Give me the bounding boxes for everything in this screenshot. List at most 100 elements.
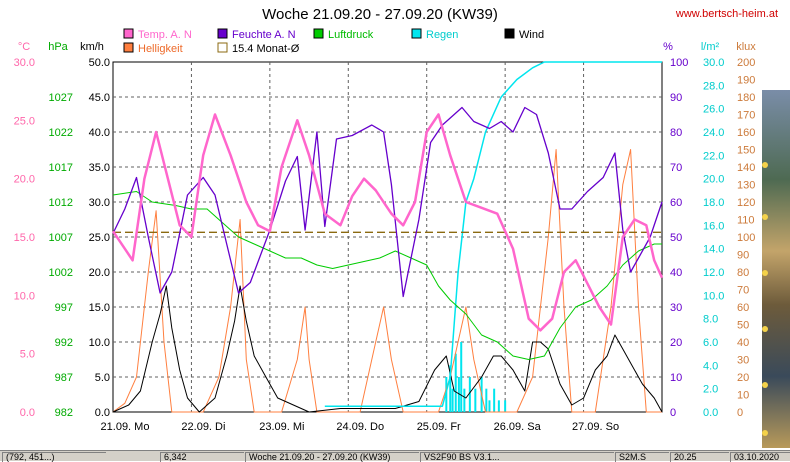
axis-tick-label: 25.0 [14, 115, 35, 127]
rain-bar [454, 353, 457, 412]
axis-tick-label: 15.0 [89, 302, 110, 314]
axis-tick-label: 10 [737, 390, 749, 402]
legend-label: Wind [519, 29, 544, 41]
axis-tick-label: 190 [737, 75, 755, 87]
legend-label: Helligkeit [138, 43, 183, 55]
axis-tick-label: 30.0 [89, 197, 110, 209]
axis-tick-label: 60 [670, 197, 682, 209]
axis-tick-label: 1027 [49, 92, 73, 104]
axis-tick-label: 100 [670, 57, 688, 69]
axis-unit-label: °C [18, 41, 30, 53]
axis-tick-label: 90 [737, 250, 749, 262]
axis-tick-label: 20.0 [14, 174, 35, 186]
status-bar: (792, 451...) 6,342 Woche 21.09.20 - 27.… [0, 450, 790, 462]
axis-tick-label: 0.0 [95, 407, 110, 419]
rain-bar [504, 400, 507, 412]
side-photo-strip [762, 90, 790, 448]
status-cell: Woche 21.09.20 - 27.09.20 (KW39) [245, 452, 419, 462]
axis-tick-label: 160 [737, 127, 755, 139]
chart-title: Woche 21.09.20 - 27.09.20 (KW39) [262, 6, 498, 23]
axis-tick-label: 24.0 [703, 127, 724, 139]
series-line-luftdruck [112, 191, 662, 360]
rain-bar [451, 388, 454, 412]
axis-tick-label: 997 [55, 302, 73, 314]
legend-swatch [217, 28, 228, 39]
axis-unit-label: % [663, 41, 673, 53]
axis-tick-label: 30.0 [14, 57, 35, 69]
axis-tick-label: 20 [670, 337, 682, 349]
legend-label: 15.4 Monat-Ø [232, 43, 300, 55]
axis-tick-label: 10.0 [703, 290, 724, 302]
rain-bar [457, 377, 460, 412]
axis-tick-label: 28.0 [703, 80, 724, 92]
legend-label: Feuchte A. N [232, 29, 296, 41]
axis-tick-label: 15.0 [14, 232, 35, 244]
axis-tick-label: 10.0 [14, 290, 35, 302]
status-cell: S2M.S [615, 452, 669, 462]
axis-unit-label: klux [736, 41, 756, 53]
axis-tick-label: 1012 [49, 197, 73, 209]
series-line-temp-a-n [111, 113, 664, 332]
status-cell: 6,342 [160, 452, 244, 462]
plot-area [112, 61, 663, 413]
axis-tick-label: 130 [737, 180, 755, 192]
axis-tick-label: 150 [737, 145, 755, 157]
axis-tick-label: 110 [737, 215, 755, 227]
axis-tick-label: 16.0 [703, 220, 724, 232]
axis-tick-label: 40 [670, 267, 682, 279]
axis-tick-label: 50 [737, 320, 749, 332]
x-tick-label: 24.09. Do [336, 421, 384, 433]
axis-tick-label: 10.0 [89, 337, 110, 349]
rain-bar [449, 365, 452, 412]
rain-bar [468, 377, 471, 412]
x-tick-label: 23.09. Mi [259, 421, 304, 433]
series-line-regen [324, 61, 662, 407]
axis-tick-label: 140 [737, 162, 755, 174]
x-tick-label: 27.09. So [572, 421, 619, 433]
legend-label: Temp. A. N [138, 29, 192, 41]
axis-tick-label: 50 [670, 232, 682, 244]
axis-tick-label: 40 [737, 337, 749, 349]
watermark-url[interactable]: www.bertsch-heim.at [675, 8, 778, 20]
axis-tick-label: 992 [55, 337, 73, 349]
legend-swatch [411, 28, 422, 39]
x-tick-label: 22.09. Di [181, 421, 225, 433]
axis-tick-label: 30 [737, 355, 749, 367]
axis-tick-label: 5.0 [20, 349, 35, 361]
axis-tick-label: 1002 [49, 267, 73, 279]
rain-bar [493, 388, 496, 412]
axis-tick-label: 1007 [49, 232, 73, 244]
legend-swatch [217, 42, 228, 53]
axis-tick-label: 4.0 [703, 360, 718, 372]
status-cell: (792, 451...) [2, 452, 106, 462]
axis-tick-label: 987 [55, 372, 73, 384]
axis-tick-label: 50.0 [89, 57, 110, 69]
axis-tick-label: 2.0 [703, 384, 718, 396]
series-line-feuchte-a-n [112, 106, 663, 298]
rain-bar [488, 400, 491, 412]
axis-unit-label: km/h [80, 41, 104, 53]
series-line-helligkeit [112, 149, 662, 413]
axis-tick-label: 20.0 [89, 267, 110, 279]
axis-tick-label: 0 [670, 407, 676, 419]
axis-tick-label: 180 [737, 92, 755, 104]
axis-tick-label: 200 [737, 57, 755, 69]
rain-bar [463, 388, 466, 412]
axis-tick-label: 1022 [49, 127, 73, 139]
axis-tick-label: 30.0 [703, 57, 724, 69]
status-cell: 03.10.2020 [730, 452, 790, 462]
axis-tick-label: 45.0 [89, 92, 110, 104]
axis-tick-label: 40.0 [89, 127, 110, 139]
axis-tick-label: 10 [670, 372, 682, 384]
axis-tick-label: 170 [737, 110, 755, 122]
axis-tick-label: 20.0 [703, 174, 724, 186]
rain-bar [485, 388, 488, 412]
legend-swatch [123, 28, 134, 39]
axis-tick-label: 0.0 [20, 407, 35, 419]
rain-bar [460, 342, 463, 412]
status-cell: 20.25 [670, 452, 729, 462]
x-tick-label: 25.09. Fr [417, 421, 461, 433]
axis-tick-label: 12.0 [703, 267, 724, 279]
